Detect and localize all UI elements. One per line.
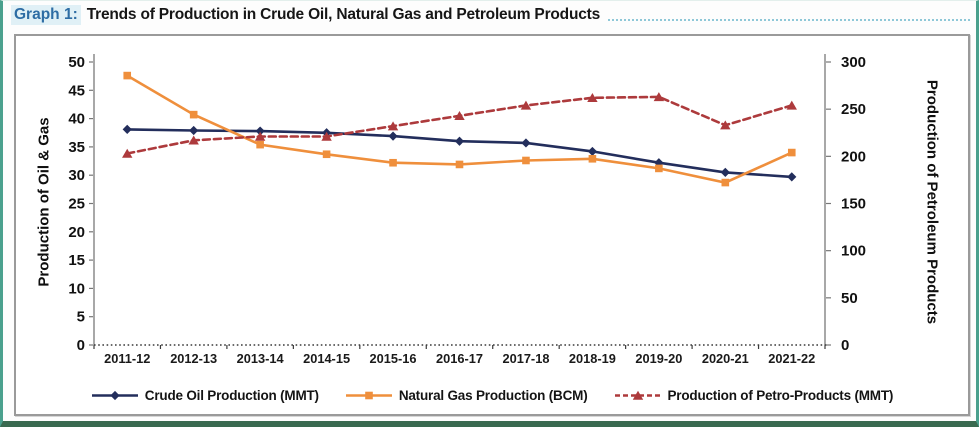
right-axis-title: Production of Petroleum Products bbox=[923, 79, 941, 325]
data-point-marker bbox=[520, 100, 532, 110]
x-axis-tick-label: 2018-19 bbox=[569, 351, 616, 366]
y-axis-tick-label: 300 bbox=[841, 54, 866, 71]
y-axis-right: 0 50 100 150 200 250 300 bbox=[826, 54, 866, 354]
x-axis-tick-label: 2014-15 bbox=[303, 351, 350, 366]
data-point-marker bbox=[787, 172, 797, 182]
y-axis-tick-label: 0 bbox=[77, 337, 85, 354]
legend-item-crude-oil: Crude Oil Production (MMT) bbox=[91, 388, 319, 403]
data-point-marker bbox=[720, 167, 730, 177]
y-axis-tick-label: 50 bbox=[68, 54, 85, 71]
data-point-marker bbox=[254, 131, 266, 141]
series-1 bbox=[123, 71, 796, 187]
y-axis-tick-label: 20 bbox=[68, 224, 85, 241]
x-axis-tick-label: 2012-13 bbox=[170, 351, 217, 366]
data-point-marker bbox=[521, 138, 531, 148]
data-point-marker bbox=[454, 136, 465, 146]
data-point-marker bbox=[455, 160, 464, 169]
legend-item-natural-gas: Natural Gas Production (BCM) bbox=[345, 388, 588, 403]
data-point-marker bbox=[720, 120, 731, 130]
data-point-marker bbox=[587, 93, 598, 103]
y-axis-left: 0 5 10 15 20 25 30 35 40 45 50 bbox=[68, 54, 93, 354]
data-point-marker bbox=[365, 391, 373, 400]
x-axis-tick-label: 2017-18 bbox=[502, 351, 549, 366]
chart-header: Graph 1: Trends of Production in Crude O… bbox=[11, 5, 972, 25]
x-axis-tick-label: 2013-14 bbox=[237, 351, 285, 366]
series-0 bbox=[122, 124, 797, 182]
data-point-marker bbox=[123, 71, 132, 80]
legend: Crude Oil Production (MMT) Natural Gas P… bbox=[16, 376, 968, 414]
y-axis-tick-label: 40 bbox=[68, 111, 85, 128]
dotted-leader-line bbox=[608, 10, 970, 21]
x-axis-tick-label: 2011-12 bbox=[104, 351, 150, 366]
series-2 bbox=[122, 92, 797, 158]
data-point-marker bbox=[653, 92, 665, 102]
data-point-marker bbox=[786, 100, 797, 110]
data-point-marker bbox=[122, 124, 132, 134]
petro-products-line-swatch-icon bbox=[614, 390, 661, 400]
data-point-marker bbox=[122, 148, 133, 158]
chart-panel: 0 5 10 15 20 25 30 35 40 45 50 0 50 100 150 200 250 300 20… bbox=[14, 34, 970, 416]
left-axis-title: Production of Oil & Gas bbox=[35, 117, 53, 287]
legend-label: Crude Oil Production (MMT) bbox=[144, 387, 319, 403]
legend-label: Natural Gas Production (BCM) bbox=[398, 387, 588, 403]
x-axis-tick-label: 2020-21 bbox=[702, 351, 749, 366]
x-axis-tick-label: 2019-20 bbox=[635, 351, 682, 366]
axes bbox=[93, 54, 827, 346]
y-axis-tick-label: 250 bbox=[841, 101, 866, 118]
graph-number-label: Graph 1: bbox=[11, 5, 81, 25]
legend-item-petro-products: Production of Petro-Products (MMT) bbox=[614, 387, 894, 403]
y-axis-tick-label: 45 bbox=[68, 82, 85, 99]
x-axis-tick-label: 2015-16 bbox=[370, 351, 417, 366]
data-point-marker bbox=[454, 110, 465, 120]
y-axis-tick-label: 25 bbox=[68, 196, 85, 213]
crude-oil-line-swatch-icon bbox=[91, 390, 138, 401]
y-axis-tick-label: 50 bbox=[841, 290, 858, 307]
x-axis-tick-label: 2016-17 bbox=[436, 351, 483, 366]
data-point-marker bbox=[387, 121, 399, 131]
data-point-marker bbox=[588, 154, 597, 163]
data-point-marker bbox=[256, 140, 264, 149]
y-axis-tick-label: 200 bbox=[841, 148, 866, 165]
data-point-marker bbox=[189, 110, 198, 119]
data-point-marker bbox=[721, 178, 730, 187]
data-point-marker bbox=[632, 390, 643, 400]
data-point-marker bbox=[188, 135, 199, 145]
data-point-marker bbox=[655, 164, 663, 173]
data-point-marker bbox=[189, 125, 199, 136]
data-point-marker bbox=[787, 148, 796, 157]
data-point-marker bbox=[321, 131, 332, 141]
y-axis-tick-label: 5 bbox=[77, 309, 85, 326]
y-axis-tick-label: 35 bbox=[68, 139, 85, 156]
natural-gas-line-swatch-icon bbox=[345, 391, 392, 400]
line-chart: 0 5 10 15 20 25 30 35 40 45 50 0 50 100 150 200 250 300 20… bbox=[68, 54, 866, 366]
data-point-marker bbox=[110, 390, 120, 401]
data-point-marker bbox=[388, 131, 398, 141]
data-point-marker bbox=[522, 156, 530, 165]
legend-label: Production of Petro-Products (MMT) bbox=[667, 387, 894, 403]
y-axis-tick-label: 10 bbox=[68, 280, 85, 297]
data-point-marker bbox=[389, 158, 397, 167]
data-point-marker bbox=[587, 146, 598, 157]
x-axis-tick-label: 2021-22 bbox=[768, 351, 815, 366]
x-axis: 2011-12 2012-13 2013-14 2014-15 2015-16 2016-… bbox=[93, 345, 826, 366]
y-axis-tick-label: 30 bbox=[68, 167, 85, 184]
series-line bbox=[125, 128, 794, 179]
data-point-marker bbox=[322, 150, 331, 159]
y-axis-tick-label: 0 bbox=[841, 337, 849, 354]
y-axis-tick-label: 100 bbox=[841, 243, 866, 260]
y-axis-tick-label: 150 bbox=[841, 196, 866, 213]
chart-title: Trends of Production in Crude Oil, Natur… bbox=[86, 6, 601, 23]
y-axis-tick-label: 15 bbox=[68, 252, 85, 269]
